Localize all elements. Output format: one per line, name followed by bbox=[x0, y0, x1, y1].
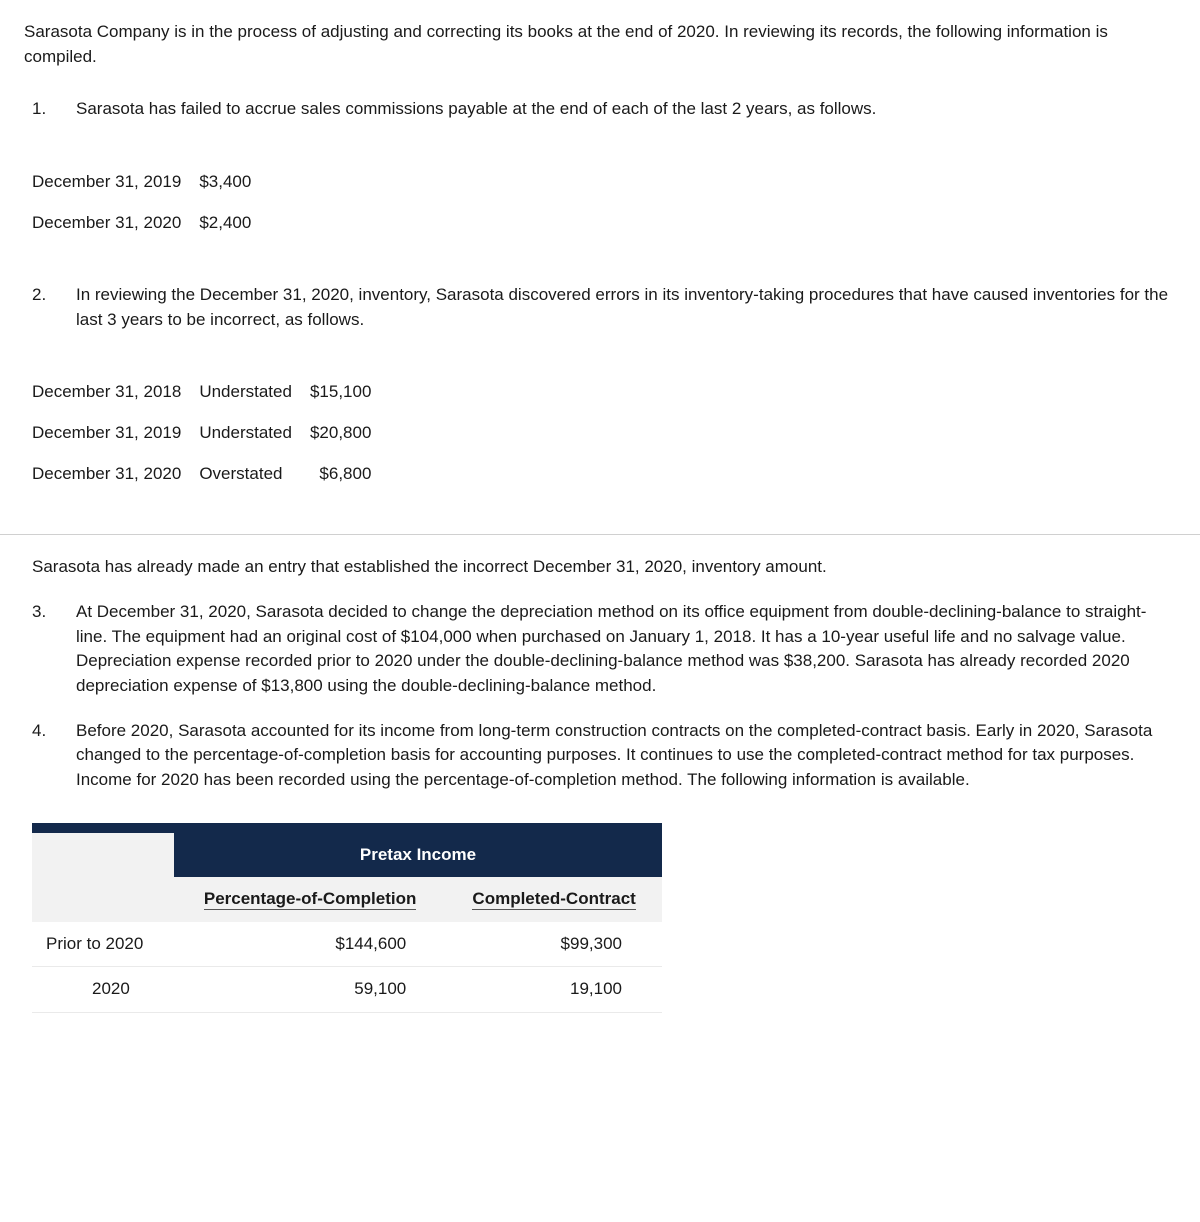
cell-date: December 31, 2020 bbox=[32, 454, 199, 495]
inventory-table: December 31, 2018 Understated $15,100 De… bbox=[32, 372, 401, 494]
cell-amount: $20,800 bbox=[310, 413, 401, 454]
item-4-text: Before 2020, Sarasota accounted for its … bbox=[76, 719, 1176, 793]
cell-status: Understated bbox=[199, 413, 310, 454]
item-3: 3. At December 31, 2020, Sarasota decide… bbox=[32, 600, 1176, 699]
table-row: December 31, 2020 Overstated $6,800 bbox=[32, 454, 401, 495]
cell-status: Understated bbox=[199, 372, 310, 413]
cell-date: December 31, 2019 bbox=[32, 162, 199, 203]
table-row: December 31, 2019 Understated $20,800 bbox=[32, 413, 401, 454]
empty-header bbox=[32, 833, 174, 878]
col-header-poc: Percentage-of-Completion bbox=[174, 877, 446, 922]
table-row: Prior to 2020 $144,600 $99,300 bbox=[32, 922, 662, 967]
item-4: 4. Before 2020, Sarasota accounted for i… bbox=[32, 719, 1176, 793]
item-4-num: 4. bbox=[32, 719, 76, 793]
cell-date: December 31, 2018 bbox=[32, 372, 199, 413]
section-divider bbox=[0, 534, 1200, 535]
col-header-cc: Completed-Contract bbox=[446, 877, 662, 922]
cell-date: December 31, 2019 bbox=[32, 413, 199, 454]
inventory-note: Sarasota has already made an entry that … bbox=[32, 555, 1176, 580]
pretax-table: Pretax Income Percentage-of-Completion C… bbox=[32, 823, 662, 1014]
item-1-num: 1. bbox=[32, 97, 76, 122]
table-top-bar bbox=[174, 823, 662, 833]
cell-amount: $15,100 bbox=[310, 372, 401, 413]
item-2-num: 2. bbox=[32, 283, 76, 332]
item-2: 2. In reviewing the December 31, 2020, i… bbox=[32, 283, 1176, 332]
row-label: 2020 bbox=[32, 967, 174, 1013]
row-poc: 59,100 bbox=[174, 967, 446, 1013]
cell-amount: $6,800 bbox=[310, 454, 401, 495]
row-cc: 19,100 bbox=[446, 967, 662, 1013]
row-label: Prior to 2020 bbox=[32, 922, 174, 967]
item-2-text: In reviewing the December 31, 2020, inve… bbox=[76, 283, 1176, 332]
item-1: 1. Sarasota has failed to accrue sales c… bbox=[32, 97, 1176, 122]
cell-status: Overstated bbox=[199, 454, 310, 495]
commissions-table: December 31, 2019 $3,400 December 31, 20… bbox=[32, 162, 269, 243]
table-row: December 31, 2018 Understated $15,100 bbox=[32, 372, 401, 413]
pretax-title: Pretax Income bbox=[174, 833, 662, 878]
table-row: December 31, 2020 $2,400 bbox=[32, 203, 269, 244]
item-1-text: Sarasota has failed to accrue sales comm… bbox=[76, 97, 1176, 122]
row-poc: $144,600 bbox=[174, 922, 446, 967]
table-row: December 31, 2019 $3,400 bbox=[32, 162, 269, 203]
row-cc: $99,300 bbox=[446, 922, 662, 967]
table-row: 2020 59,100 19,100 bbox=[32, 967, 662, 1013]
table-top-bar bbox=[32, 823, 174, 833]
cell-date: December 31, 2020 bbox=[32, 203, 199, 244]
item-3-num: 3. bbox=[32, 600, 76, 699]
cell-amount: $2,400 bbox=[199, 203, 269, 244]
item-3-text: At December 31, 2020, Sarasota decided t… bbox=[76, 600, 1176, 699]
cell-amount: $3,400 bbox=[199, 162, 269, 203]
empty-subheader bbox=[32, 877, 174, 922]
intro-text: Sarasota Company is in the process of ad… bbox=[24, 20, 1176, 69]
